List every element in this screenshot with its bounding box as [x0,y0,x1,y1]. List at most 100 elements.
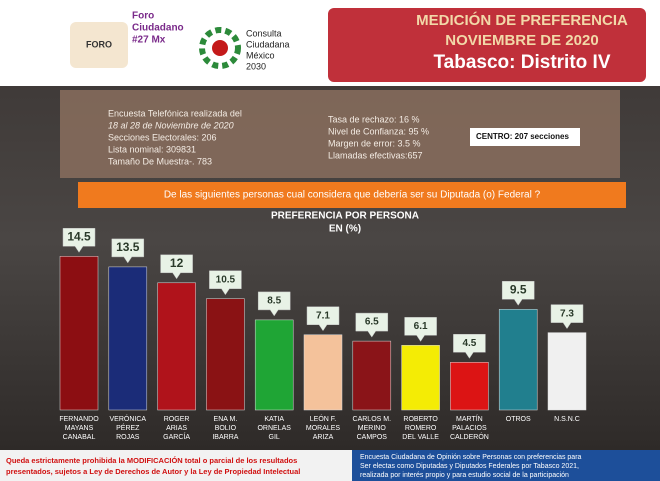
x-tick-label: PALACIOS [452,425,487,432]
x-tick-label: ORNELAS [257,425,291,432]
consulta-line: Consulta [246,28,282,38]
bar [108,266,148,411]
value-label: 12 [170,256,184,270]
x-tick-label: IBARRA [212,434,238,441]
info-line: Nivel de Confianza: 95 % [328,126,429,136]
x-tick-label: ARIAS [166,425,187,432]
district: Tabasco: Distrito IV [433,52,610,73]
value-label: 10.5 [216,274,236,285]
x-tick-label: MAYANS [65,425,94,432]
consulta-logo [199,27,241,69]
x-tick-label: N.S.N.C [554,416,580,423]
value-label-box [404,317,437,342]
bar [303,334,343,411]
x-tick-label: MORALES [306,425,341,432]
bar [498,309,538,411]
value-label-box [501,281,535,306]
value-label-box [453,334,486,359]
info-line: Llamadas efectivas:657 [328,150,423,160]
footer-right-box [352,450,660,481]
info-line: Tasa de rechazo: 16 % [328,114,420,124]
foro-logo-text: FORO [86,39,112,49]
consulta-line: 2030 [246,61,266,71]
footer-right-line: Encuesta Ciudadana de Opinión sobre Pers… [360,454,582,461]
value-label-box [257,291,291,317]
value-label-box [62,228,96,253]
bar-chart: 14.5 FERNANDO MAYANS CANABAL 13.5 VERÓNICAPÉR… [59,228,587,441]
footer-right-line: Ser electas como Diputadas y Diputados F… [360,463,579,470]
value-label: 9.5 [510,282,527,296]
value-label-box [550,304,584,330]
x-tick-label: MERINO [358,425,387,432]
x-tick-label: CANABAL [63,434,96,441]
chart-title: PREFERENCIA POR PERSONA [271,211,419,222]
value-label: 6.5 [365,317,379,328]
x-tick-label: CAMPOS [357,434,388,441]
foro-line: Foro [132,11,154,22]
x-tick-label: CARLOS M. [353,416,392,423]
x-tick-label: PÉREZ [116,423,140,432]
info-line: Margen de error: 3.5 % [328,138,421,148]
value-label-box [306,306,340,332]
value-label: 13.5 [116,240,140,254]
x-tick-label: FERNANDO [59,416,99,423]
x-tick-label: VERÓNICA [110,414,147,423]
consulta-line: México [246,50,275,60]
info-line: Lista nominal: 309831 [108,144,196,154]
footer-left-line: Queda estrictamente prohibida la MODIFIC… [6,456,297,465]
value-label: 6.1 [414,321,428,332]
bar [547,332,587,411]
info-line: Encuesta Telefónica realizada del [108,108,242,118]
chart-subtitle: EN (%) [329,224,361,235]
title-line: NOVIEMBRE DE 2020 [445,32,598,49]
bar [157,282,196,411]
centro: CENTRO: 207 secciones [476,132,569,141]
x-tick-label: KATIA [264,416,284,423]
x-tick-label: ARIZA [313,434,334,441]
x-tick-label: OTROS [506,416,531,423]
x-tick-label: BOLIO [215,425,237,432]
info-line: 18 al 28 de Noviembre de 2020 [108,120,234,130]
consulta-line: Ciudadana [246,39,290,49]
value-label-box [355,312,389,338]
value-label-box [209,270,242,296]
value-label: 8.5 [267,296,281,307]
value-label: 7.1 [316,310,330,321]
value-label: 4.5 [462,338,476,349]
x-tick-label: CALDERÓN [450,432,489,441]
question: De las siguientes personas cual consider… [164,190,541,201]
footer-left-line: presentados, sujetos a Ley de Derechos d… [6,467,300,476]
title-box [328,8,646,82]
footer-left-box [0,450,352,481]
value-label: 14.5 [67,229,91,243]
title-line: MEDICIÓN DE PREFERENCIA [416,11,628,29]
x-tick-label: ROBERTO [403,416,438,423]
bar [401,345,440,411]
info-line: Secciones Electorales: 206 [108,132,217,142]
x-tick-label: ROGER [164,416,190,423]
foro-logo [70,22,128,68]
x-tick-label: DEL VALLE [402,434,439,441]
x-tick-label: LEÓN F. [310,414,337,423]
x-tick-label: ROMERO [405,425,437,432]
footer-right-line: realizada por interés propio y para estu… [360,472,569,479]
bar [206,298,245,411]
bar [450,362,489,411]
info-box [60,90,620,178]
centro-box [470,128,580,146]
info-line: Tamaño De Muestra-. 783 [108,156,212,166]
bar [352,340,392,411]
value-label: 7.3 [560,308,574,319]
x-tick-label: GARCÍA [163,432,190,441]
x-tick-label: MARTÍN [456,414,483,423]
value-label-box [111,238,145,264]
foro-line: Ciudadano [132,23,184,34]
x-tick-label: ENA M. [214,416,238,423]
value-label-box [160,254,193,280]
question-banner [78,182,626,208]
x-tick-label: GIL [269,434,280,441]
x-tick-label: ROJAS [116,434,140,441]
bar [59,256,99,411]
bar [254,319,294,411]
